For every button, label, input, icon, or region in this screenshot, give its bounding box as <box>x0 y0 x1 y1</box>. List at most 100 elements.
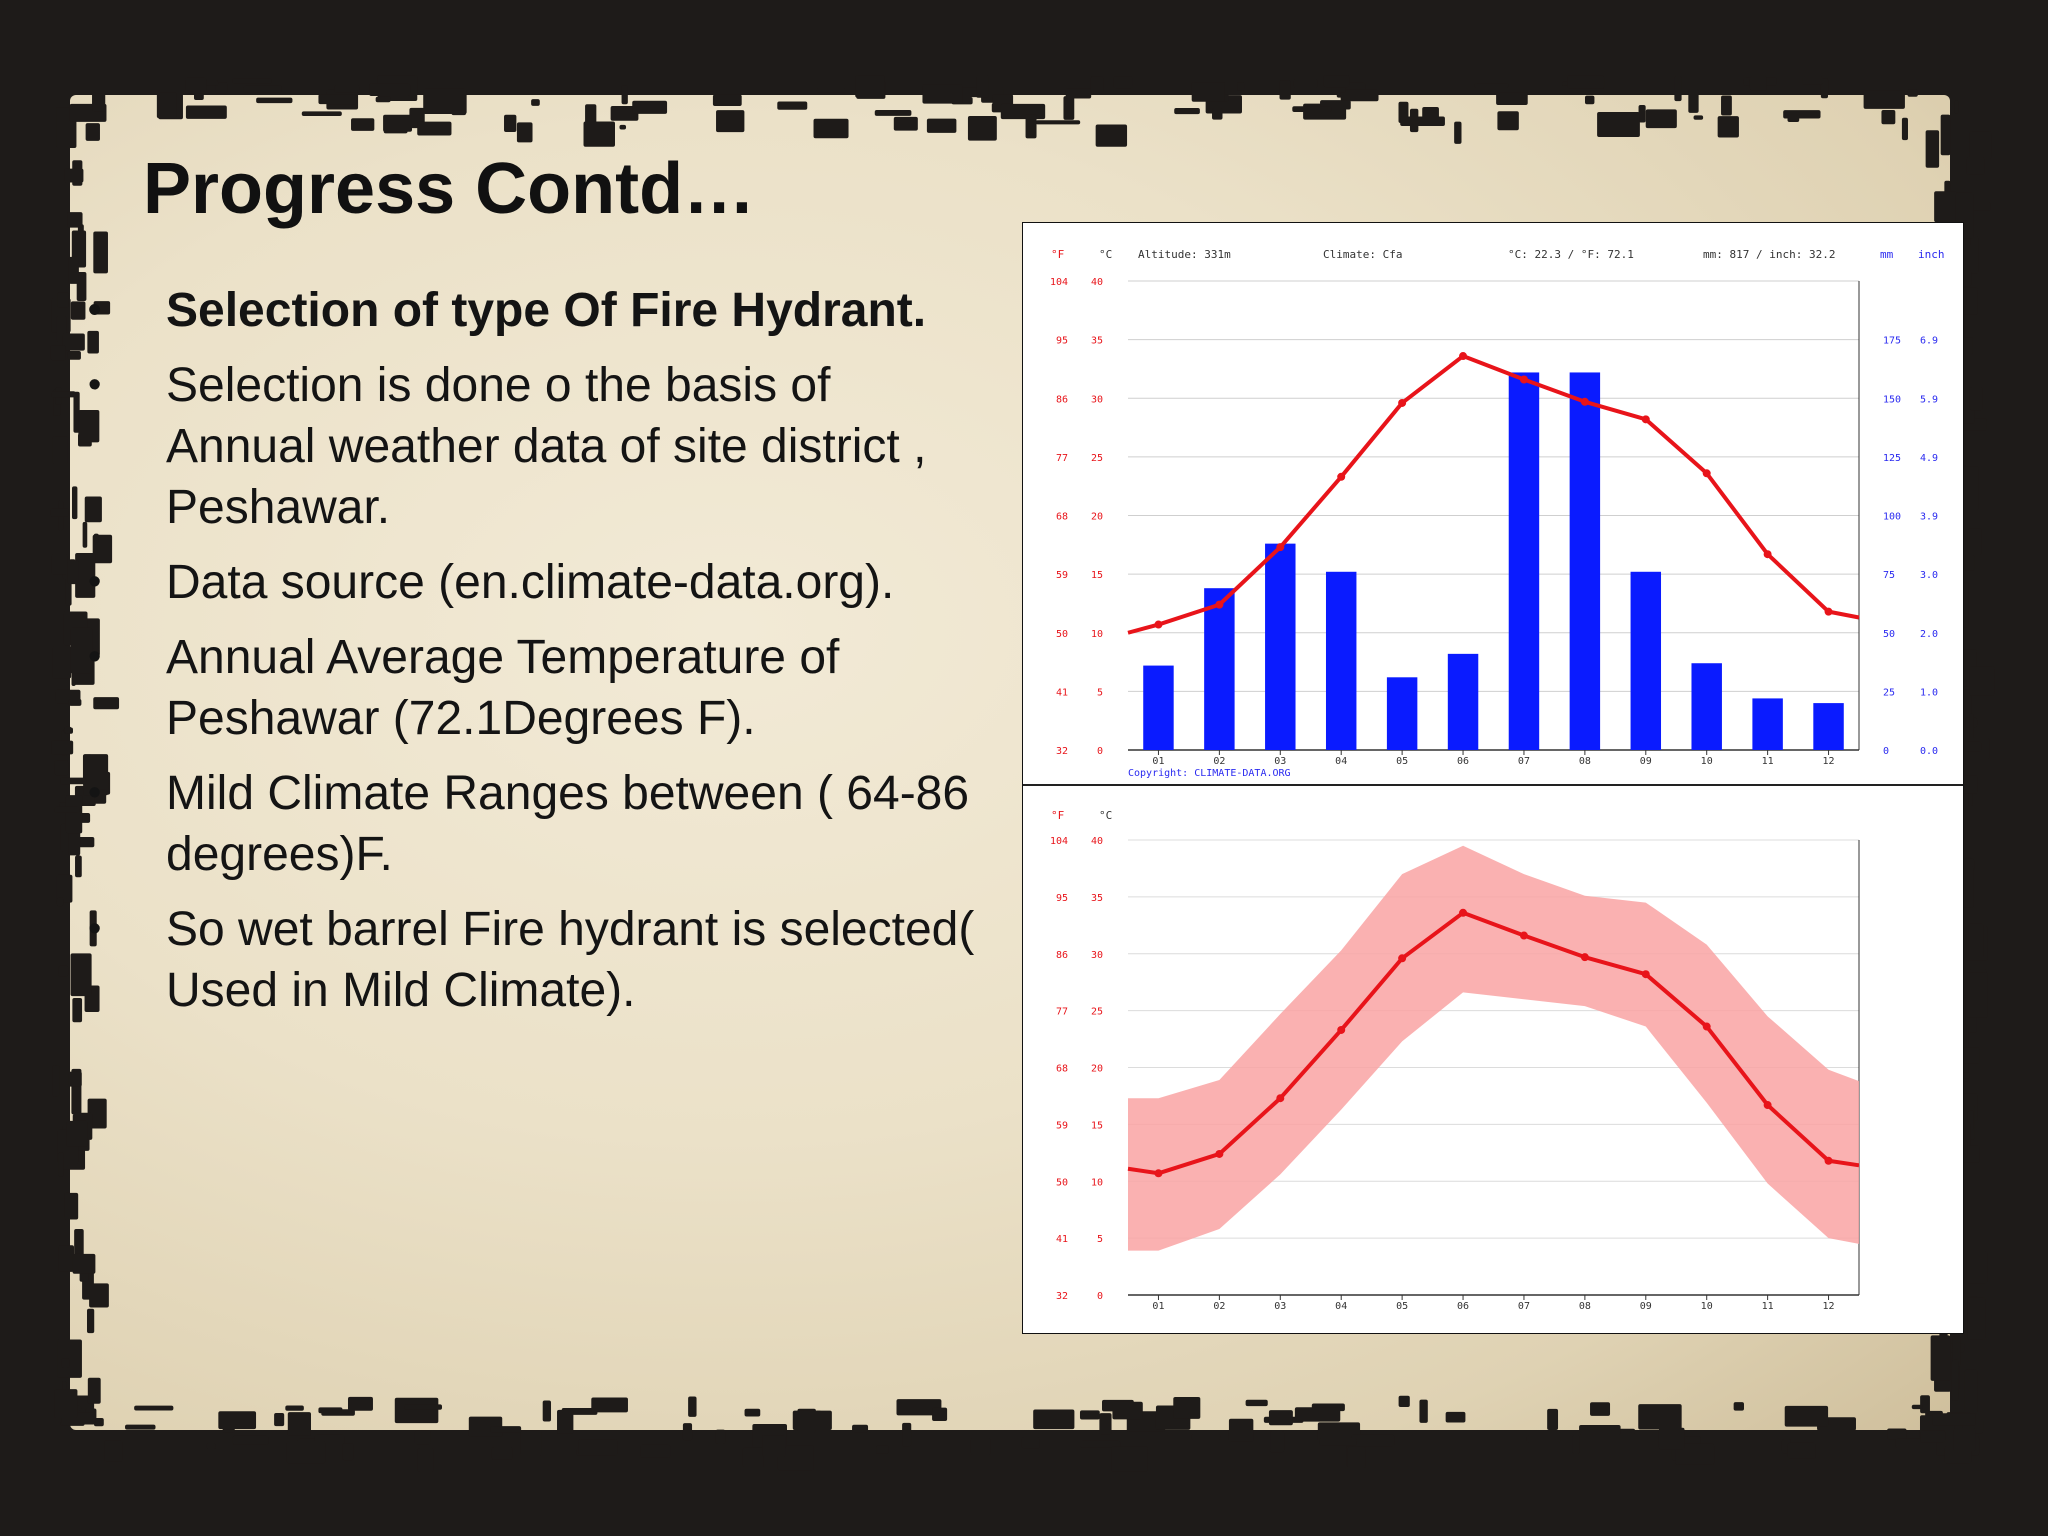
grunge-speck <box>1961 1047 1980 1064</box>
grunge-speck <box>712 94 742 106</box>
grunge-speck <box>1065 88 1092 99</box>
grunge-speck <box>967 115 997 141</box>
grunge-speck <box>1969 131 1992 159</box>
unit-label-inch: inch <box>1918 248 1945 261</box>
grunge-speck <box>243 85 282 93</box>
tick-label-inch: 4.9 <box>1920 453 1938 464</box>
tick-label-f: 59 <box>1056 570 1068 581</box>
grunge-speck <box>585 104 597 124</box>
chart-divider <box>1023 784 1963 786</box>
grunge-speck <box>1268 1410 1293 1426</box>
tick-label-c: 25 <box>1091 453 1103 464</box>
x-tick-label: 10 <box>1701 756 1713 767</box>
tick-label-f: 77 <box>1056 1007 1068 1018</box>
grunge-speck <box>67 212 83 228</box>
mean-temperature-point <box>1398 954 1407 963</box>
tick-label-mm: 175 <box>1883 336 1901 347</box>
grunge-speck <box>1733 1402 1744 1411</box>
precipitation-bar <box>1691 663 1722 750</box>
bullet-item: • Selection of type Of Fire Hydrant. <box>80 280 990 341</box>
grunge-speck <box>93 1417 104 1427</box>
bullet-list: • Selection of type Of Fire Hydrant. • Sel… <box>80 280 990 1035</box>
x-tick-label: 05 <box>1396 1301 1408 1312</box>
grunge-speck <box>1693 115 1704 120</box>
grunge-speck <box>74 1228 84 1259</box>
grunge-speck <box>1112 1401 1143 1420</box>
grunge-speck <box>896 1399 942 1416</box>
tick-label-f: 104 <box>1050 277 1068 288</box>
grunge-speck <box>72 1253 96 1274</box>
precipitation-bar <box>1630 571 1662 750</box>
grunge-speck <box>855 75 885 98</box>
mean-temperature-point <box>1519 931 1528 940</box>
grunge-speck <box>185 77 207 94</box>
x-tick-label: 02 <box>1213 1301 1225 1312</box>
grunge-speck <box>1907 89 1918 97</box>
grunge-speck <box>70 301 86 320</box>
unit-label-c: °C <box>1099 248 1112 261</box>
tick-label-c: 30 <box>1091 394 1103 405</box>
grunge-speck <box>285 1405 304 1411</box>
grunge-speck <box>71 486 78 520</box>
temperature-point <box>1459 352 1468 361</box>
grunge-speck <box>64 168 84 183</box>
grunge-speck <box>93 533 99 543</box>
grunge-speck <box>1717 116 1739 138</box>
grunge-speck <box>1863 90 1905 109</box>
tick-label-inch: 6.9 <box>1920 336 1938 347</box>
grunge-speck <box>1496 92 1528 105</box>
grunge-speck <box>50 508 69 517</box>
grunge-speck <box>1191 1433 1221 1440</box>
grunge-speck <box>72 998 83 1023</box>
grunge-speck <box>1967 528 1982 555</box>
grunge-speck <box>334 85 360 93</box>
grunge-speck <box>64 726 72 734</box>
tick-label-inch: 3.0 <box>1920 570 1938 581</box>
grunge-speck <box>78 409 100 443</box>
grunge-speck <box>1968 201 1991 211</box>
grunge-speck <box>67 560 79 585</box>
precipitation-bar <box>1143 665 1174 750</box>
grunge-speck <box>87 330 99 354</box>
grunge-speck <box>1953 1428 1976 1452</box>
grunge-speck <box>777 1445 814 1471</box>
grunge-speck <box>85 123 100 141</box>
grunge-speck <box>64 1192 79 1220</box>
grunge-speck <box>1237 82 1245 91</box>
grunge-speck <box>82 521 88 548</box>
x-tick-label: 11 <box>1762 756 1774 767</box>
grunge-speck <box>1294 1407 1341 1422</box>
mean-temperature-point <box>1641 970 1650 979</box>
grunge-speck <box>1270 1431 1285 1453</box>
grunge-speck <box>75 854 81 877</box>
grunge-speck <box>52 646 72 679</box>
grunge-speck <box>62 333 85 351</box>
grunge-speck <box>1111 1446 1148 1472</box>
tick-label-mm: 150 <box>1883 394 1901 405</box>
grunge-speck <box>715 1429 726 1444</box>
bullet-item: • Selection is done o the basis of Annual… <box>80 355 990 538</box>
tick-label-c: 20 <box>1091 512 1103 523</box>
tick-label-inch: 3.9 <box>1920 512 1938 523</box>
tick-label-c: 30 <box>1091 950 1103 961</box>
bullet-icon: • <box>88 364 102 406</box>
x-tick-label: 01 <box>1152 756 1164 767</box>
grunge-speck <box>50 345 66 361</box>
grunge-speck <box>1675 1443 1715 1465</box>
precipitation-bar <box>1752 698 1783 750</box>
bullet-icon: • <box>88 561 102 603</box>
grunge-speck <box>1787 1442 1816 1459</box>
x-tick-label: 06 <box>1457 756 1469 767</box>
x-tick-label: 04 <box>1335 1301 1347 1312</box>
x-tick-label: 12 <box>1823 1301 1835 1312</box>
bullet-icon: • <box>88 636 102 678</box>
grunge-speck <box>417 121 452 136</box>
grunge-speck <box>67 351 81 360</box>
tick-label-f: 32 <box>1056 1291 1068 1302</box>
grunge-speck <box>1095 124 1128 147</box>
grunge-speck <box>68 699 82 706</box>
tick-label-f: 77 <box>1056 453 1068 464</box>
grunge-speck <box>232 1435 269 1445</box>
grunge-speck <box>1025 114 1037 139</box>
grunge-speck <box>70 627 93 674</box>
